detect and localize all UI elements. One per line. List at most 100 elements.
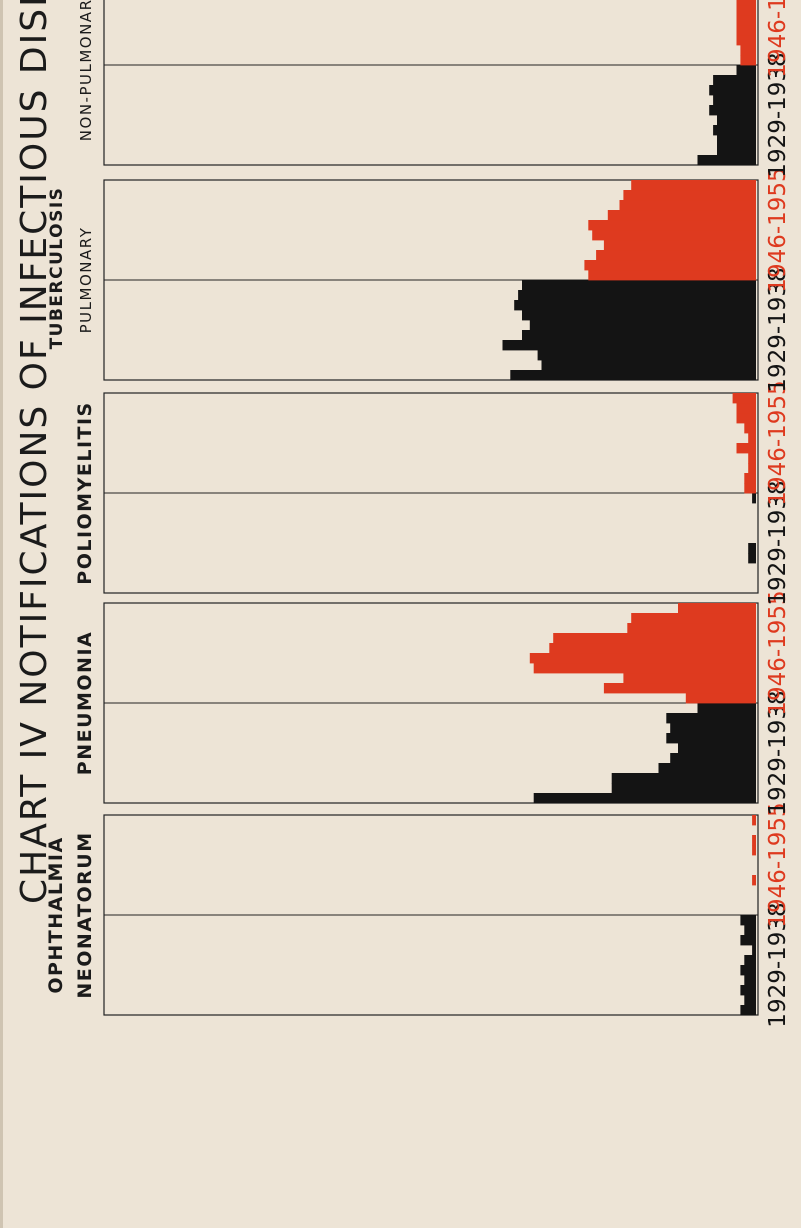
period-label: 1946-1955 xyxy=(765,380,791,505)
bar-1946-1955-3 xyxy=(736,25,756,36)
bar-1946-1955-4 xyxy=(736,443,756,454)
period-label: 1929-1938 xyxy=(765,902,791,1027)
bar-1946-1955-5 xyxy=(549,643,756,654)
bar-1929-1938-3 xyxy=(744,975,756,986)
bar-1946-1955-1 xyxy=(744,473,756,484)
bar-1929-1938-0 xyxy=(533,793,756,804)
bar-1946-1955-4 xyxy=(736,15,756,26)
bar-1946-1955-9 xyxy=(732,393,756,404)
bar-1929-1938-3 xyxy=(658,763,756,774)
bar-1946-1955-0 xyxy=(588,270,756,281)
bar-1946-1955-2 xyxy=(596,250,756,261)
bar-1946-1955-7 xyxy=(736,413,756,424)
bar-1929-1938-7 xyxy=(740,935,756,946)
bar-1929-1938-1 xyxy=(611,783,756,794)
bar-1929-1938-8 xyxy=(518,290,756,301)
period-label: 1946-1955 xyxy=(765,590,791,715)
bar-1929-1938-6 xyxy=(522,310,756,321)
bar-1929-1938-2 xyxy=(717,135,756,146)
bar-1929-1938-7 xyxy=(514,300,756,311)
bar-1929-1938-5 xyxy=(744,955,756,966)
bar-1946-1955-2 xyxy=(748,463,756,474)
period-label: 1946-1955 xyxy=(765,0,791,78)
bar-1929-1938-7 xyxy=(709,85,756,96)
bar-1929-1938-1 xyxy=(744,995,756,1006)
bar-1929-1938-4 xyxy=(717,115,756,126)
bar-1946-1955-2 xyxy=(736,35,756,46)
period-label: 1946-1955 xyxy=(765,167,791,292)
bar-1946-1955-9 xyxy=(752,815,756,826)
bar-1946-1955-3 xyxy=(533,663,756,674)
period-label: 1929-1938 xyxy=(765,267,791,392)
bar-1929-1938-1 xyxy=(541,360,756,371)
bar-1929-1938-3 xyxy=(713,125,756,136)
period-label: 1929-1938 xyxy=(765,690,791,815)
bar-1946-1955-6 xyxy=(744,423,756,434)
bar-1946-1955-8 xyxy=(736,403,756,414)
bar-1929-1938-4 xyxy=(670,753,756,764)
bar-1946-1955-7 xyxy=(752,835,756,846)
bar-1946-1955-7 xyxy=(619,200,756,211)
bar-1929-1938-8 xyxy=(666,713,756,724)
disease-label: NEONATORUM xyxy=(74,831,96,998)
bar-1946-1955-5 xyxy=(588,220,756,231)
panel-frame xyxy=(103,0,759,166)
bar-1929-1938-2 xyxy=(740,985,756,996)
bar-1946-1955-6 xyxy=(736,0,756,6)
bar-1946-1955-9 xyxy=(631,180,756,191)
bar-1946-1955-2 xyxy=(623,673,756,684)
bar-1929-1938-9 xyxy=(522,280,756,291)
period-label: 1929-1938 xyxy=(765,480,791,605)
disease-label: PNEUMONIA xyxy=(74,631,96,775)
bar-1929-1938-1 xyxy=(717,145,756,156)
bar-1929-1938-2 xyxy=(611,773,756,784)
bar-1946-1955-7 xyxy=(627,623,756,634)
disease-label: PULMONARY xyxy=(77,227,95,334)
bar-1929-1938-9 xyxy=(752,493,756,504)
bar-1946-1955-6 xyxy=(752,845,756,856)
bar-1946-1955-1 xyxy=(584,260,756,271)
bar-1946-1955-3 xyxy=(603,240,756,251)
bar-1946-1955-8 xyxy=(623,190,756,201)
period-label: 1929-1938 xyxy=(765,52,791,177)
bar-1929-1938-8 xyxy=(744,925,756,936)
bar-1929-1938-9 xyxy=(697,703,756,714)
bar-1946-1955-4 xyxy=(592,230,756,241)
bar-1929-1938-0 xyxy=(740,1005,756,1016)
bar-1929-1938-3 xyxy=(748,553,756,564)
bar-1929-1938-5 xyxy=(709,105,756,116)
bar-1929-1938-4 xyxy=(748,543,756,554)
bar-1946-1955-6 xyxy=(607,210,756,221)
bar-1946-1955-5 xyxy=(748,433,756,444)
bar-1946-1955-5 xyxy=(736,5,756,16)
disease-label: OPHTHALMIA xyxy=(45,836,67,993)
bar-1946-1955-3 xyxy=(752,875,756,886)
bar-1946-1955-6 xyxy=(553,633,756,644)
bar-1946-1955-1 xyxy=(603,683,756,694)
bar-1946-1955-0 xyxy=(744,483,756,494)
bar-1929-1938-8 xyxy=(713,75,756,86)
bar-1946-1955-9 xyxy=(678,603,756,614)
bar-1929-1938-7 xyxy=(670,723,756,734)
disease-label: TUBERCULOSIS xyxy=(47,187,67,350)
bar-1929-1938-6 xyxy=(713,95,756,106)
bar-1929-1938-9 xyxy=(736,65,756,76)
bar-1929-1938-0 xyxy=(697,155,756,166)
bar-1929-1938-5 xyxy=(678,743,756,754)
bar-1929-1938-4 xyxy=(522,330,756,341)
bar-1946-1955-8 xyxy=(631,613,756,624)
bar-1929-1938-4 xyxy=(740,965,756,976)
bar-1929-1938-6 xyxy=(752,945,756,956)
bar-1946-1955-4 xyxy=(529,653,756,664)
bar-1946-1955-0 xyxy=(740,55,756,66)
bar-1946-1955-3 xyxy=(748,453,756,464)
binding-edge xyxy=(0,0,3,1228)
bar-1946-1955-0 xyxy=(685,693,756,704)
disease-label: NON-PULMONARY xyxy=(77,0,95,141)
bar-1929-1938-3 xyxy=(502,340,756,351)
